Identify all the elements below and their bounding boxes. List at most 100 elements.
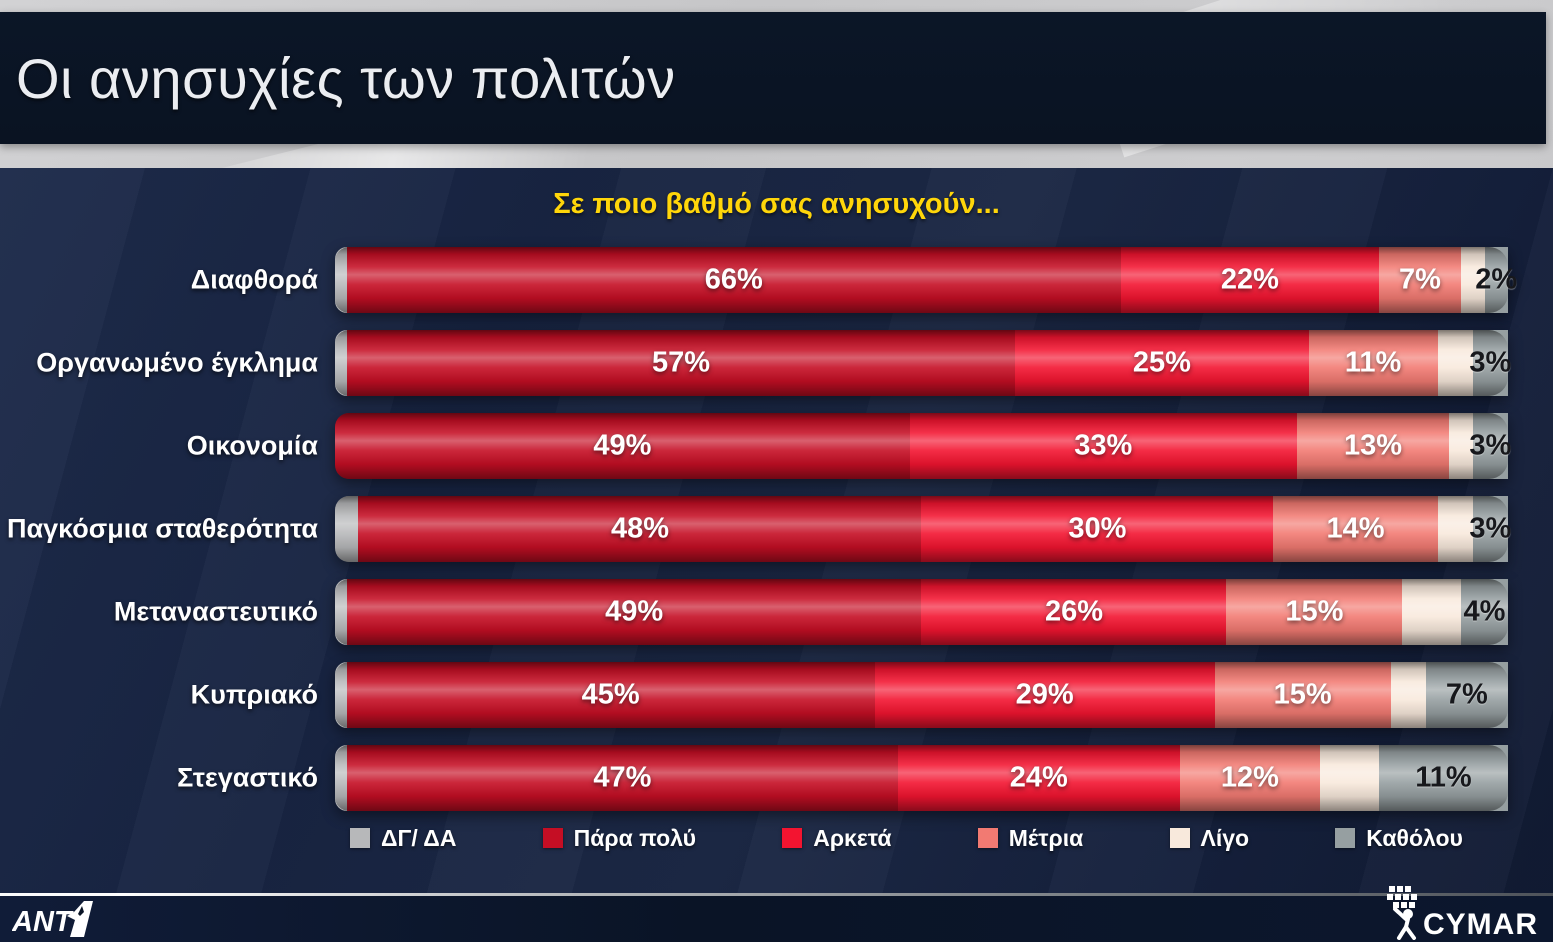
- legend-item: ΔΓ/ ΔΑ: [350, 825, 456, 852]
- category-label: Οργανωμένο έγκλημα: [36, 347, 318, 377]
- bar-segment: [335, 578, 347, 645]
- value-label: 45%: [581, 678, 640, 710]
- value-label: 3%: [1469, 346, 1512, 378]
- chart-subtitle: Σε ποιο βαθμό σας ανησυχούν...: [553, 188, 1000, 220]
- bar-segment: 33%: [909, 412, 1297, 479]
- chart-legend: ΔΓ/ ΔΑ Πάρα πολύ Αρκετά Μέτρια Λίγο Καθόλου: [350, 820, 1463, 856]
- bar-segment: 15%: [1214, 661, 1391, 728]
- bar-segment: 14%: [1273, 495, 1438, 562]
- ant1-logo-one-notch: [78, 906, 84, 916]
- value-label: 11%: [1344, 346, 1402, 378]
- bar-segment: 3%: [1469, 329, 1511, 396]
- value-label: 3%: [1469, 429, 1512, 461]
- bar-segment: 45%: [346, 661, 875, 728]
- ant1-logo-text: ANT: [12, 906, 74, 938]
- category-label: Παγκόσμια σταθερότητα: [6, 513, 318, 543]
- footer-bar: ANT CYMAR: [0, 886, 1553, 942]
- legend-marker: [542, 828, 563, 848]
- chart-row: Μεταναστευτικό 49% 26% 15% 4%: [0, 570, 1553, 653]
- bar-segment: 7%: [1425, 661, 1508, 728]
- footer-divider: [0, 893, 1553, 896]
- bar-segment: 47%: [346, 744, 899, 811]
- stacked-bar: 47% 24% 12% 11%: [335, 744, 1508, 811]
- bar-segment: [335, 744, 347, 811]
- bar-segment: [1437, 329, 1473, 396]
- title-bar: Οι ανησυχίες των πολιτών: [0, 12, 1546, 144]
- value-label: 29%: [1015, 678, 1074, 710]
- stacked-bar: 57% 25% 11% 3%: [335, 329, 1511, 396]
- bar-segment: 2%: [1475, 246, 1517, 313]
- bar-segment: 7%: [1378, 246, 1462, 313]
- value-label: 30%: [1068, 512, 1127, 544]
- chart-row: Οικονομία 49% 33% 13% 3%: [0, 404, 1553, 487]
- value-label: 25%: [1132, 346, 1191, 378]
- legend-label: Καθόλου: [1366, 824, 1463, 851]
- chart-row: Διαφθορά 66% 22% 7% 2%: [0, 238, 1553, 321]
- value-label: 3%: [1469, 512, 1512, 544]
- legend-marker: [350, 828, 370, 848]
- bar-segment: 3%: [1469, 495, 1511, 562]
- bar-segment: 29%: [874, 661, 1215, 728]
- cymar-figure: [1393, 907, 1416, 940]
- bar-segment: [335, 495, 359, 562]
- legend-label: Αρκετά: [813, 824, 892, 851]
- value-label: 7%: [1399, 263, 1441, 295]
- legend-item: Αρκετά: [782, 824, 892, 852]
- value-label: 7%: [1445, 678, 1488, 710]
- bar-segment: [1390, 661, 1426, 728]
- bar-segment: [1437, 495, 1473, 562]
- bar-segment: 30%: [921, 495, 1274, 562]
- bar-segment: [335, 329, 347, 396]
- stacked-bar: 45% 29% 15% 7%: [335, 661, 1508, 728]
- bar-rows: Διαφθορά 66% 22% 7% 2% Οργανωμένο έγκλημα 57% 2…: [0, 238, 1553, 819]
- legend-marker: [782, 828, 803, 848]
- bar-segment: 24%: [898, 744, 1180, 811]
- value-label: 15%: [1285, 595, 1344, 627]
- bar-segment: 25%: [1015, 329, 1309, 396]
- ant1-logo-one: [67, 901, 93, 937]
- stacked-bar: 49% 33% 13% 3%: [335, 412, 1511, 479]
- legend-label: Λίγο: [1200, 824, 1250, 851]
- value-label: 57%: [651, 346, 711, 378]
- value-label: 66%: [704, 263, 763, 295]
- value-label: 14%: [1326, 512, 1385, 544]
- legend-label: Μέτρια: [1008, 824, 1084, 851]
- chart-row: Παγκόσμια σταθερότητα 48% 30% 14% 3%: [0, 487, 1553, 570]
- value-label: 11%: [1415, 761, 1472, 793]
- stacked-bar: 49% 26% 15% 4%: [335, 578, 1508, 645]
- bar-segment: 26%: [921, 578, 1227, 645]
- bar-segment: 12%: [1179, 744, 1321, 811]
- bar-segment: 3%: [1469, 412, 1511, 479]
- chart-row: Στεγαστικό 47% 24% 12% 11%: [0, 736, 1553, 819]
- bar-segment: [335, 246, 347, 313]
- bar-segment: 66%: [346, 246, 1121, 313]
- value-label: 13%: [1344, 429, 1403, 461]
- legend-label: ΔΓ/ ΔΑ: [381, 824, 457, 851]
- value-label: 2%: [1475, 263, 1518, 295]
- cymar-logo-text: CYMAR: [1423, 908, 1538, 940]
- bar-segment: 15%: [1226, 578, 1403, 645]
- value-label: 4%: [1463, 595, 1506, 627]
- bar-segment: 22%: [1120, 246, 1379, 313]
- legend-item: Λίγο: [1169, 824, 1250, 852]
- legend-label: Πάρα πολύ: [573, 824, 696, 851]
- bar-segment: [1402, 578, 1462, 645]
- value-label: 47%: [593, 761, 652, 793]
- bar-segment: 48%: [358, 495, 922, 562]
- category-label: Κυπριακό: [190, 679, 318, 709]
- legend-item: Καθόλου: [1335, 825, 1463, 852]
- bar-segment: 49%: [335, 412, 910, 479]
- chart-panel: Σε ποιο βαθμό σας ανησυχούν... Διαφθορά 6…: [0, 168, 1553, 893]
- category-label: Διαφθορά: [190, 264, 318, 294]
- bar-segment: 11%: [1378, 744, 1508, 811]
- legend-marker: [1335, 828, 1356, 848]
- stacked-bar: 66% 22% 7% 2%: [335, 246, 1517, 313]
- cymar-logo: CYMAR: [1387, 886, 1538, 940]
- bar-segment: 4%: [1461, 578, 1508, 645]
- chart-row: Κυπριακό 45% 29% 15% 7%: [0, 653, 1553, 736]
- category-label: Στεγαστικό: [177, 762, 318, 792]
- category-label: Μεταναστευτικό: [113, 596, 318, 626]
- legend-marker: [1169, 828, 1190, 848]
- legend-marker: [977, 828, 998, 848]
